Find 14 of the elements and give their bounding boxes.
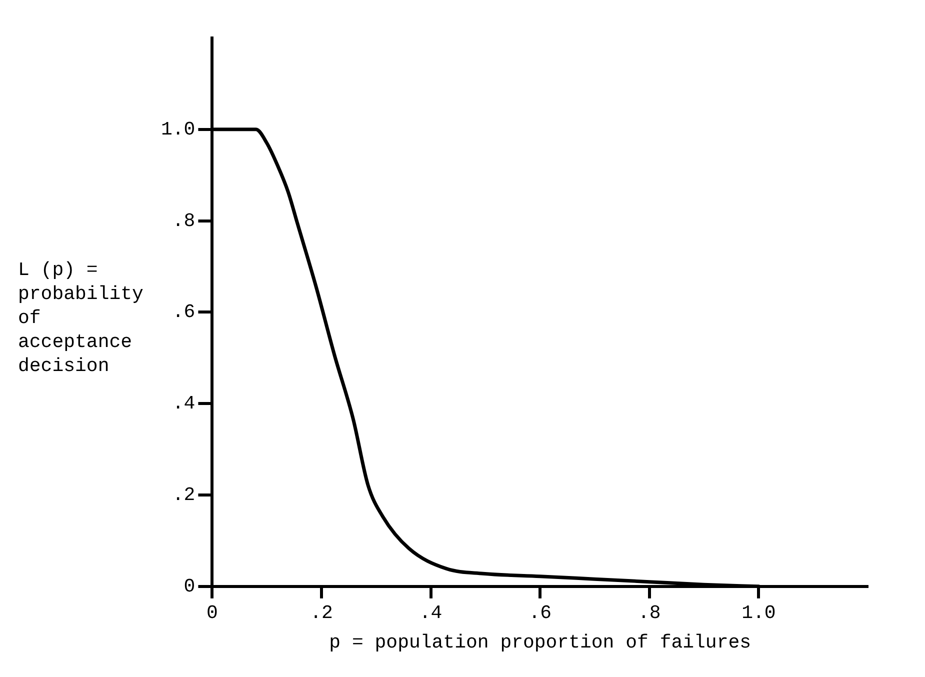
y-tick-label: .6 <box>172 301 196 324</box>
x-tick-label: .8 <box>638 602 661 624</box>
y-tick-label: 0 <box>184 575 196 598</box>
y-tick-label: .4 <box>172 392 196 415</box>
y-axis-title: L (p) = probability of acceptance decision <box>18 258 144 378</box>
x-tick-label: .4 <box>419 602 442 624</box>
y-tick-label: .2 <box>172 484 196 506</box>
x-axis-title: p = population proportion of failures <box>329 632 752 654</box>
x-tick-label: .2 <box>310 602 333 624</box>
x-tick-label: 1.0 <box>742 602 776 624</box>
y-tick-label: 1.0 <box>160 118 196 140</box>
x-tick-label: .6 <box>528 602 552 624</box>
x-tick-label: 0 <box>206 602 218 624</box>
y-tick-label: .8 <box>172 210 196 232</box>
